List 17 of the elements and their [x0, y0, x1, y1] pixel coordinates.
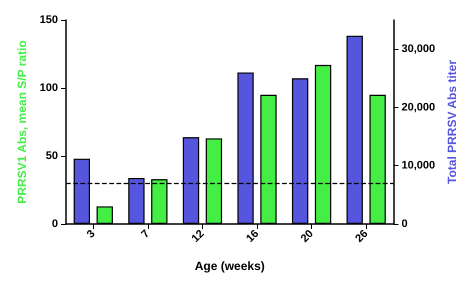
- y2-tick-label: 10,000: [401, 160, 436, 172]
- x-tick-label: 3: [84, 228, 98, 241]
- x-tick-label: 26: [353, 228, 370, 245]
- x-tick-label: 20: [298, 228, 316, 245]
- y-axis-title: PRRSV1 Abs, mean S/P ratio: [15, 40, 29, 204]
- y2-tick-label: 20,000: [401, 101, 436, 114]
- y2-tick-label: 0: [401, 218, 408, 230]
- y-tick-label: 0: [52, 218, 58, 230]
- x-tick-label: 16: [244, 228, 262, 245]
- y-tick-label: 100: [40, 82, 58, 94]
- x-tick-label: 12: [190, 228, 207, 245]
- x-axis-title: Age (weeks): [194, 259, 265, 273]
- y2-axis-title: Total PRRSV Abs titer: [445, 60, 459, 184]
- y2-tick-label: 30,000: [401, 43, 436, 56]
- y-tick-label: 50: [46, 150, 58, 162]
- x-tick-label: 7: [139, 228, 152, 241]
- y-tick-label: 150: [40, 14, 58, 26]
